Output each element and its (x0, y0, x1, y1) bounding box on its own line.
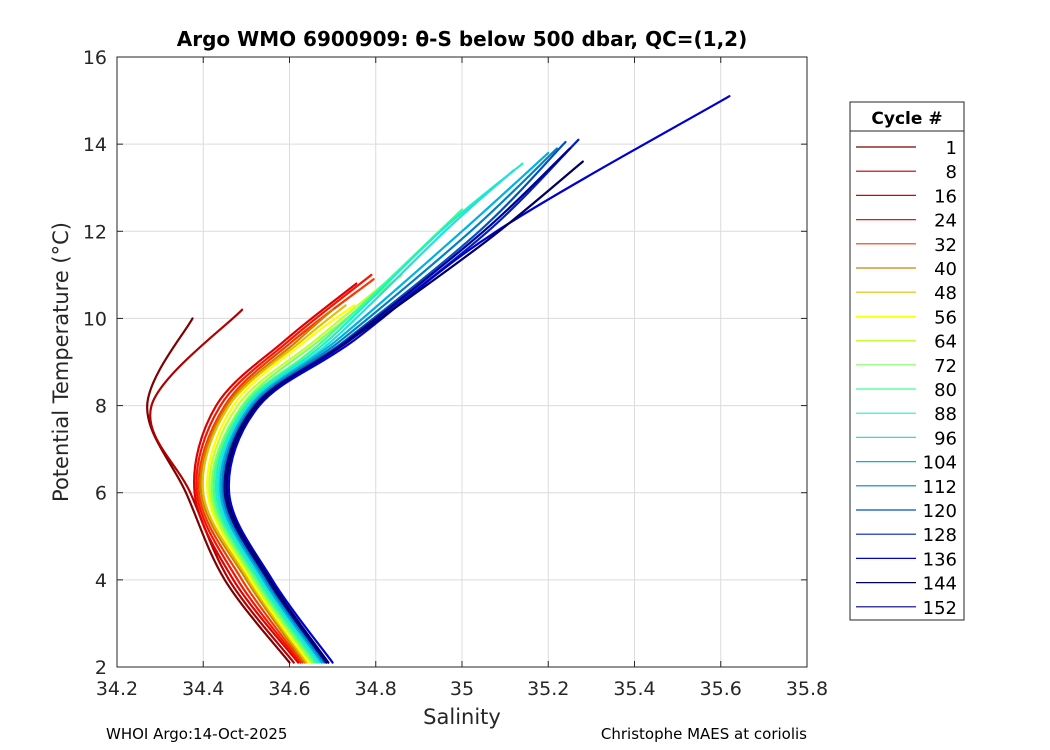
y-tick-label: 10 (83, 308, 107, 330)
legend-entry-label: 144 (923, 574, 957, 595)
y-tick-label: 4 (95, 570, 107, 592)
y-axis-label: Potential Temperature (°C) (49, 222, 73, 502)
series-line-cycle-8 (149, 308, 295, 664)
y-tick-label: 12 (83, 221, 107, 243)
y-tick-label: 6 (95, 483, 107, 505)
series-line-cycle-32 (197, 278, 375, 664)
x-tick-label: 34.6 (268, 678, 310, 700)
series-line-cycle-16 (193, 282, 358, 664)
x-tick-label: 35.4 (613, 678, 655, 700)
legend-title: Cycle # (871, 109, 942, 129)
x-tick-label: 34.2 (96, 678, 138, 700)
legend-entry-label: 112 (923, 477, 957, 498)
series-line-cycle-72 (210, 273, 403, 664)
series-line-cycle-136 (227, 95, 731, 664)
legend-entry-label: 56 (934, 307, 957, 328)
legend-entry-label: 8 (946, 162, 957, 183)
legend-entry-label: 80 (934, 380, 957, 401)
legend-entry-label: 120 (923, 501, 957, 522)
series-line-cycle-104 (219, 151, 550, 664)
series-line-cycle-56 (206, 304, 356, 664)
x-tick-label: 34.4 (182, 678, 224, 700)
chart-title: Argo WMO 6900909: θ-S below 500 dbar, QC… (177, 27, 747, 51)
series-line-cycle-144 (225, 160, 584, 664)
legend-entry-label: 32 (934, 235, 957, 256)
y-tick-label: 14 (83, 134, 107, 156)
x-axis-label: Salinity (423, 705, 501, 729)
x-tick-label: 34.8 (355, 678, 397, 700)
series-line-cycle-48 (201, 304, 347, 664)
legend-entry-label: 136 (923, 549, 957, 570)
footer-source-date: WHOI Argo:14-Oct-2025 (106, 725, 288, 743)
series-lines (146, 95, 731, 664)
y-tick-label: 2 (95, 657, 107, 679)
y-tick-label: 8 (95, 396, 107, 418)
legend-entry-label: 1 (946, 138, 957, 159)
legend-entry-label: 152 (923, 598, 957, 619)
legend-entry-label: 64 (934, 332, 957, 353)
legend-entry-label: 96 (934, 428, 957, 449)
x-tick-label: 35.2 (527, 678, 569, 700)
legend-entry-label: 24 (934, 211, 957, 232)
series-line-cycle-64 (208, 282, 386, 664)
series-line-cycle-1 (146, 317, 291, 664)
legend-entry-label: 104 (923, 453, 957, 474)
series-line-cycle-80 (212, 208, 464, 664)
y-tick-label: 16 (83, 47, 107, 69)
series-line-cycle-152 (223, 147, 571, 664)
series-line-cycle-112 (221, 147, 558, 664)
axis-ticks: 34.2 34.4 34.6 34.8 35 35.2 35.4 35.6 35.8 2 4 6 8 10… (83, 47, 828, 700)
x-tick-label: 35 (450, 678, 474, 700)
series-line-cycle-88 (214, 162, 524, 664)
legend: Cycle # 1 8 16 24 32 40 48 56 64 72 80 88 96 104 112 12… (849, 101, 965, 621)
series-line-cycle-96 (217, 169, 515, 664)
legend-entry-label: 88 (934, 404, 957, 425)
series-line-cycle-24 (195, 273, 373, 664)
legend-entry-label: 128 (923, 525, 957, 546)
series-line-cycle-40 (199, 308, 334, 664)
legend-entries: 1 8 16 24 32 40 48 56 64 72 80 88 96 104 112 120 128 136 1… (856, 138, 957, 619)
legend-entry-label: 40 (934, 259, 957, 280)
x-tick-label: 35.6 (700, 678, 742, 700)
footer-author: Christophe MAES at coriolis (600, 725, 807, 743)
legend-entry-label: 16 (934, 186, 957, 207)
x-tick-label: 35.8 (786, 678, 828, 700)
legend-entry-label: 48 (934, 283, 957, 304)
legend-entry-label: 72 (934, 356, 957, 377)
